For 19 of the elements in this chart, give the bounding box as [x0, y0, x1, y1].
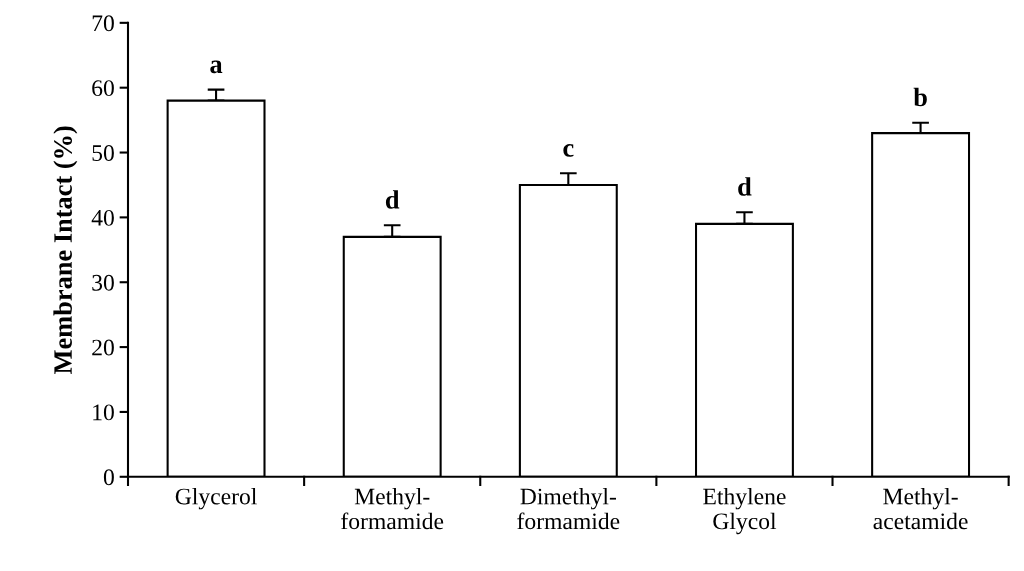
x-tick-label: Dimethyl- formamide [517, 487, 620, 530]
annotation: d [738, 177, 752, 196]
y-tick-label: 20 [92, 339, 114, 356]
y-tick-label: 30 [92, 274, 114, 291]
y-tick-label: 70 [92, 15, 114, 32]
annotation: a [210, 60, 223, 74]
x-tick-label: Methyl- formamide [341, 487, 444, 530]
annotation: c [563, 144, 574, 157]
y-tick-label: 0 [103, 469, 114, 486]
y-tick-label: 40 [91, 209, 114, 226]
y-tick-label: 50 [92, 145, 114, 161]
annotation: b [913, 87, 927, 107]
y-axis-title: Membrane Intact (%) [53, 126, 78, 374]
x-tick-label: Ethylene Glycol [703, 487, 786, 535]
y-tick-label: 10 [93, 404, 114, 421]
annotation: d [385, 190, 400, 209]
x-tick-label: Glycerol [175, 487, 257, 510]
x-tick-label: Methyl- acetamide [873, 487, 968, 530]
y-tick-label: 60 [92, 80, 114, 97]
